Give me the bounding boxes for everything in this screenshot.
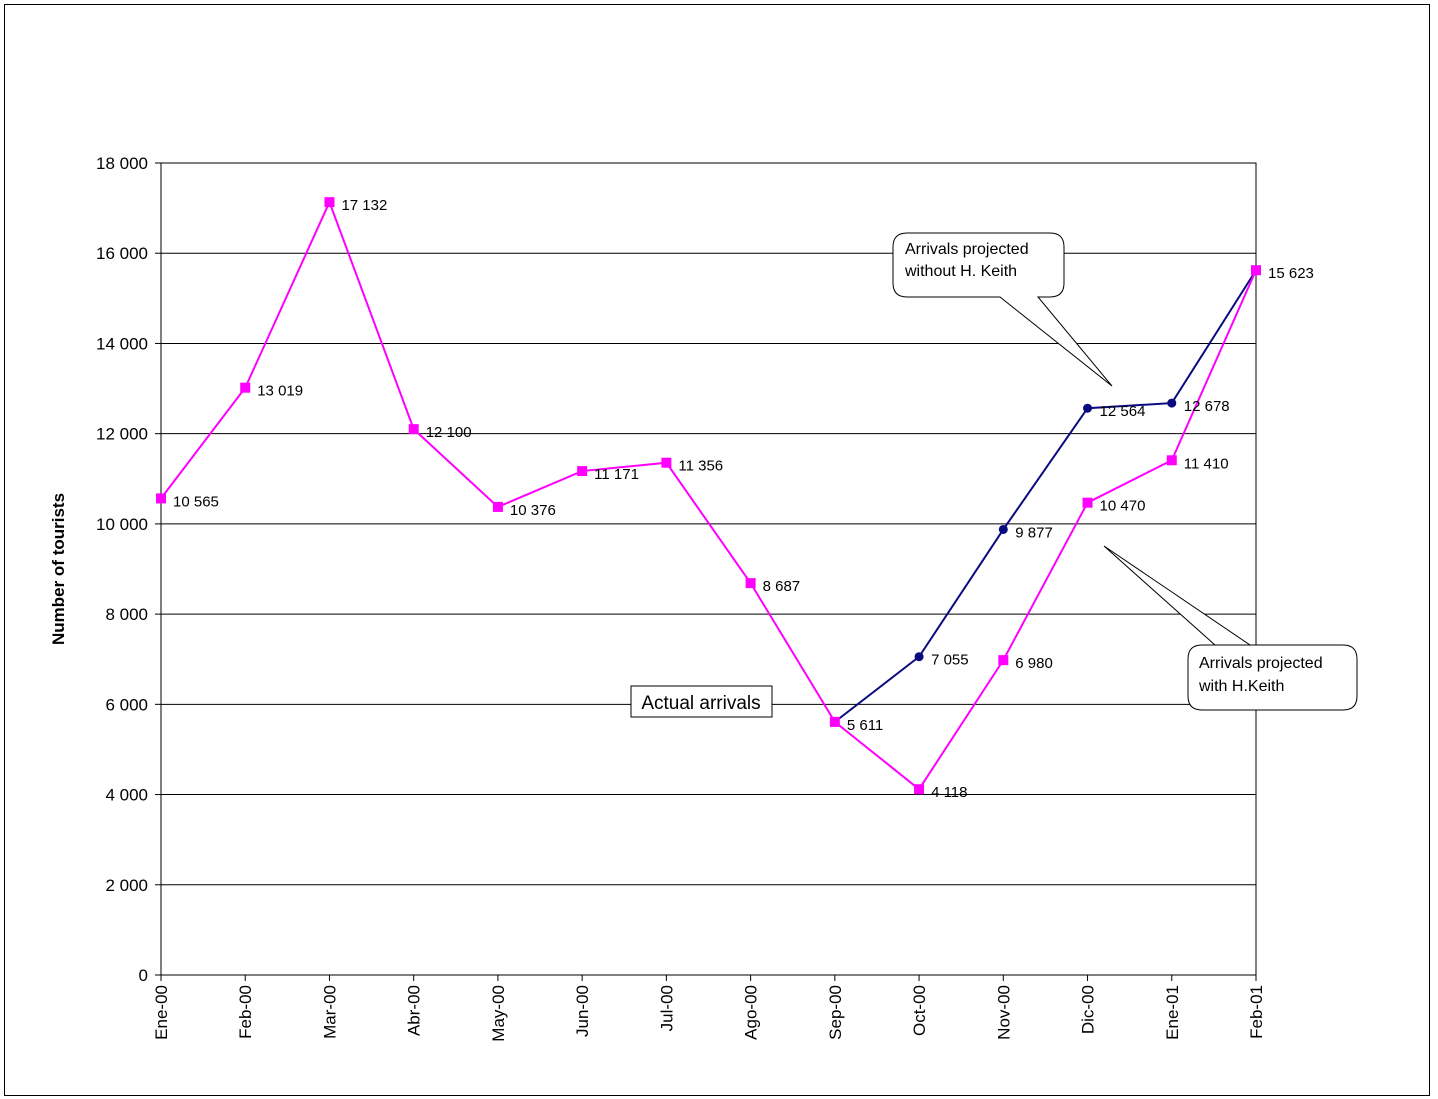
data-label: 9 877 [1015,524,1053,541]
chart-frame [4,4,1430,1096]
callout-without-line2: without H. Keith [904,263,1017,280]
data-point [156,493,166,504]
data-point [324,197,335,208]
x-tick-label: Jul-00 [657,985,676,1031]
data-point [1082,497,1093,508]
callout-without-keith: Arrivals projected without H. Keith [892,232,1113,387]
actual-arrivals-text: Actual arrivals [641,693,760,714]
plot-area-border [160,162,1257,976]
data-label: 12 564 [1100,403,1146,420]
data-point [914,652,924,662]
data-point [998,655,1009,666]
data-label: 11 171 [594,466,639,483]
data-label: 6 980 [1015,655,1053,672]
x-tick-label: Feb-01 [1247,985,1266,1039]
data-label: 15 623 [1268,265,1314,282]
data-labels-layer: 7 055 9 877 12 564 12 678 10 565 13 019 17 132… [173,197,1314,801]
x-tick-label: Feb-00 [236,985,255,1039]
x-tick-label: Oct-00 [910,985,929,1036]
data-label: 17 132 [341,197,387,214]
y-tick-label: 16 000 [96,244,148,263]
data-point [577,466,588,477]
y-tick-label: 8 000 [105,605,148,624]
data-point [745,578,756,589]
data-label: 12 678 [1184,398,1230,415]
x-tick-label: Nov-00 [994,985,1013,1040]
data-label: 10 376 [510,502,556,519]
data-label: 10 565 [173,493,219,510]
x-tick-label: Ene-01 [1163,985,1182,1040]
callout-with-line1: Arrivals projected [1199,655,1323,672]
data-point [408,424,419,435]
callout-without-line1: Arrivals projected [905,241,1029,258]
x-tick-label: May-00 [489,985,508,1042]
x-tick-label: Ago-00 [742,985,761,1040]
data-point [661,457,672,468]
data-point [1166,455,1177,466]
data-point [1083,403,1093,413]
data-label: 10 470 [1100,498,1146,515]
data-point [914,784,925,795]
x-tick-label: Jun-00 [573,985,592,1037]
x-tick-label: Dic-00 [1079,985,1098,1034]
x-tick-label: Ene-00 [152,985,171,1040]
data-point [829,716,840,727]
y-tick-label: 6 000 [105,695,148,714]
data-label: 11 410 [1184,455,1229,472]
series-layer [156,197,1261,795]
data-label: 8 687 [763,578,801,595]
series-line [834,269,1257,723]
y-tick-label: 14 000 [96,334,148,353]
x-tick-label: Abr-00 [405,985,424,1036]
y-tick-label: 12 000 [96,425,148,444]
data-point [998,524,1008,534]
data-label: 7 055 [931,652,969,669]
y-tick-label: 2 000 [105,876,148,895]
data-point [1167,398,1177,408]
data-label: 13 019 [257,383,303,400]
data-label: 12 100 [426,424,472,441]
gridlines [161,162,1256,976]
data-point [240,382,251,393]
callout-with-keith: Arrivals projected with H.Keith [1103,545,1358,711]
x-tick-label: Sep-00 [826,985,845,1040]
y-axis-title: Number of tourists [49,493,68,645]
x-tick-label: Mar-00 [320,985,339,1039]
x-axis: Ene-00 Feb-00 Mar-00 Abr-00 May-00 Jun-00 Jul-… [152,975,1266,1042]
y-tick-label: 0 [139,966,148,985]
data-label: 4 118 [931,784,967,801]
data-label: 11 356 [678,458,723,475]
data-label: 5 611 [847,717,883,734]
actual-arrivals-label: Actual arrivals [630,685,773,718]
data-point [492,501,503,512]
data-point [1251,265,1261,276]
y-tick-label: 10 000 [96,515,148,534]
y-tick-label: 18 000 [96,154,148,173]
callout-with-line2: with H.Keith [1198,678,1284,695]
series-line [160,199,1257,791]
y-axis: 0 2 000 4 000 6 000 8 000 10 000 12 000 14 000 1… [96,154,161,985]
y-tick-label: 4 000 [105,786,148,805]
